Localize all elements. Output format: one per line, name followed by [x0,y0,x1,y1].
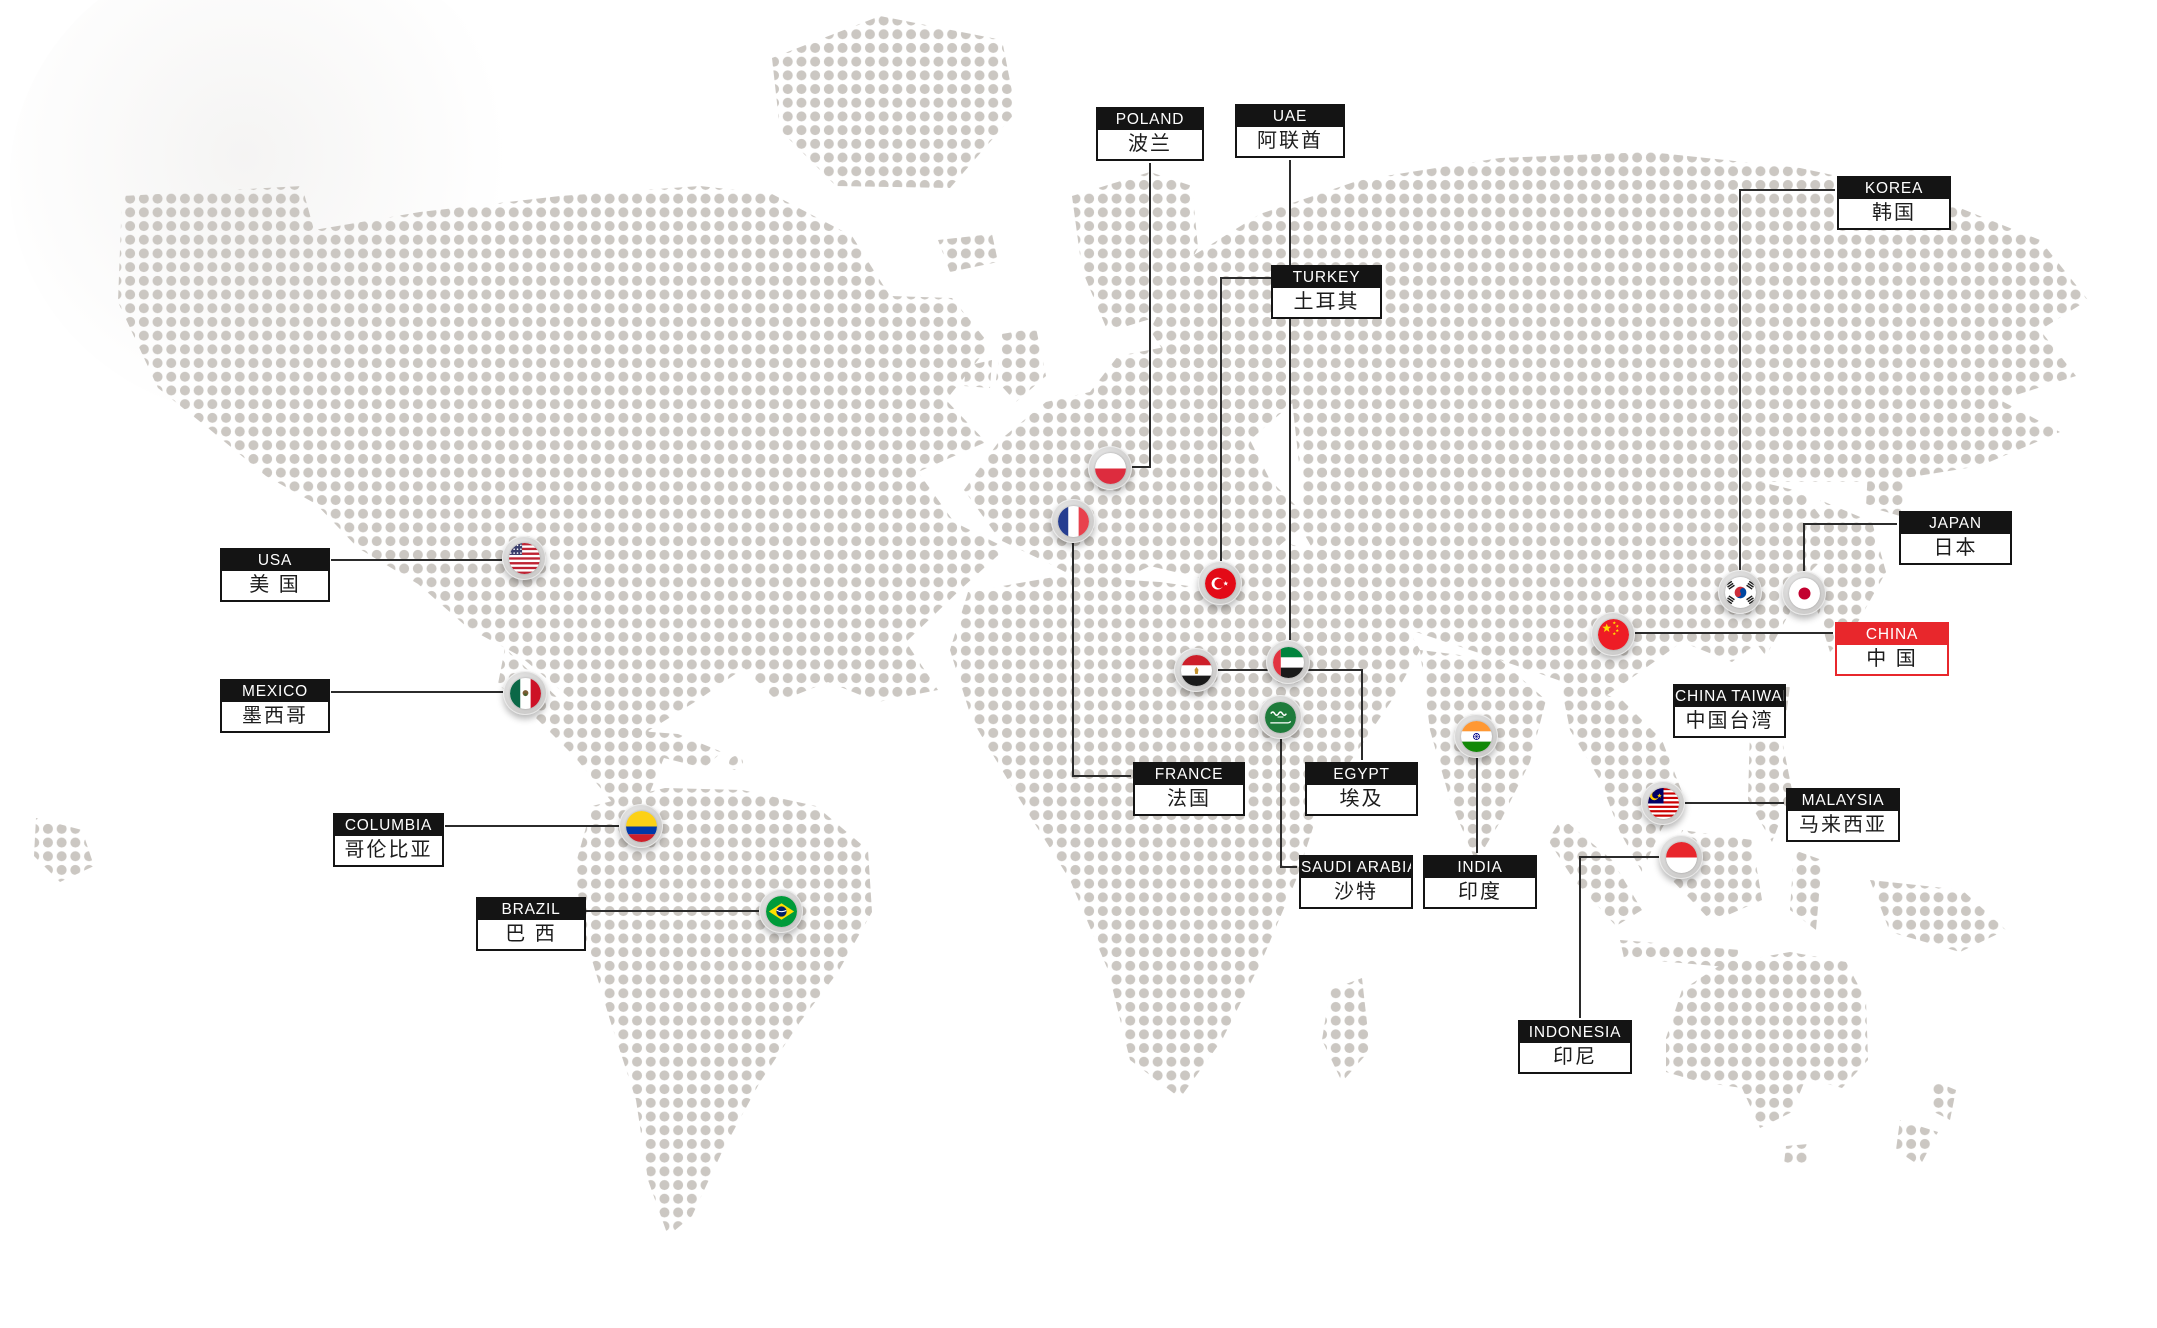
country-label-saudi-arabia: SAUDI ARABIA 沙特 [1299,855,1413,909]
country-name-en: MALAYSIA [1788,790,1898,811]
country-label-columbia: COLUMBIA 哥伦比亚 [333,813,444,867]
us-flag-icon [508,542,540,574]
br-flag-icon [765,895,797,927]
country-label-korea: KOREA 韩国 [1837,176,1951,230]
continents [34,16,2088,1236]
country-name-en: CHINA [1837,624,1947,645]
country-name-zh: 印度 [1458,881,1502,903]
country-name-en: FRANCE [1135,764,1243,785]
pl-flag-icon [1094,452,1126,484]
country-label-turkey: TURKEY 土耳其 [1271,265,1382,319]
flag-pin-indonesia [1659,835,1703,879]
country-name-zh: 阿联酋 [1257,130,1323,152]
connector-line-egypt [1218,669,1363,760]
country-name-en: SAUDI ARABIA [1301,857,1411,878]
country-name-en: INDONESIA [1520,1022,1630,1043]
sa-flag-icon [1264,701,1296,733]
country-name-zh: 波兰 [1128,133,1172,155]
flag-pin-brazil [759,889,803,933]
country-name-zh: 土耳其 [1293,291,1360,313]
my-flag-icon [1647,787,1679,819]
ae-flag-icon [1272,646,1304,678]
country-label-poland: POLAND 波兰 [1096,107,1204,161]
flag-pin-columbia [619,804,663,848]
country-name-zh: 埃及 [1339,788,1384,810]
country-name-en: POLAND [1098,109,1202,130]
country-name-zh: 中国台湾 [1685,710,1774,732]
flag-pin-mexico [503,671,547,715]
country-name-zh: 哥伦比亚 [344,839,433,861]
fr-flag-icon [1057,505,1089,537]
country-label-china-taiwan: CHINA TAIWAN 中国台湾 [1673,684,1786,738]
connector-line-france [1072,543,1131,777]
country-label-brazil: BRAZIL 巴 西 [476,897,586,951]
connector-line-japan [1803,523,1897,571]
flag-pin-china [1591,612,1635,656]
co-flag-icon [625,810,657,842]
jp-flag-icon [1788,577,1820,609]
country-name-zh: 马来西亚 [1799,814,1887,836]
country-label-usa: USA 美 国 [220,548,330,602]
country-label-indonesia: INDONESIA 印尼 [1518,1020,1632,1074]
flag-pin-turkey [1198,561,1242,605]
id-flag-icon [1665,841,1697,873]
country-label-china: CHINA 中 国 [1835,622,1949,676]
country-name-en: MEXICO [222,681,328,702]
country-name-zh: 日本 [1933,537,1978,559]
country-name-zh: 法国 [1167,788,1211,810]
eg-flag-icon [1180,654,1212,686]
flag-pin-korea [1718,570,1762,614]
country-name-en: JAPAN [1901,513,2010,534]
country-name-zh: 巴 西 [505,923,557,945]
country-name-zh: 印尼 [1553,1046,1597,1068]
country-label-japan: JAPAN 日本 [1899,511,2012,565]
kr-flag-icon [1724,576,1756,608]
in-flag-icon [1460,720,1492,752]
connector-line-poland [1132,163,1151,468]
flag-pin-egypt [1174,648,1218,692]
country-label-mexico: MEXICO 墨西哥 [220,679,330,733]
country-name-en: TURKEY [1273,267,1380,288]
country-name-en: BRAZIL [478,899,584,920]
flag-pin-japan [1782,571,1826,615]
connector-line-indonesia [1579,856,1659,1018]
cn-flag-icon [1597,618,1629,650]
country-name-en: EGYPT [1307,764,1416,785]
country-name-zh: 沙特 [1334,881,1378,903]
country-label-india: INDIA 印度 [1423,855,1537,909]
tr-flag-icon [1204,567,1236,599]
country-label-malaysia: MALAYSIA 马来西亚 [1786,788,1900,842]
country-name-zh: 墨西哥 [242,705,308,727]
connector-line-korea [1739,189,1835,570]
country-name-en: CHINA TAIWAN [1675,686,1784,707]
country-name-zh: 中 国 [1866,648,1918,670]
flag-pin-france [1051,499,1095,543]
country-label-france: FRANCE 法国 [1133,762,1245,816]
country-name-en: COLUMBIA [335,815,442,836]
flag-pin-india [1454,714,1498,758]
country-name-zh: 美 国 [249,574,301,596]
flag-pin-usa [502,536,546,580]
country-name-en: USA [222,550,328,571]
country-name-zh: 韩国 [1872,202,1916,224]
flag-pin-poland [1088,446,1132,490]
country-label-egypt: EGYPT 埃及 [1305,762,1418,816]
mx-flag-icon [509,677,541,709]
country-name-en: KOREA [1839,178,1949,199]
connector-line-saudi-arabia [1280,739,1297,868]
country-name-en: INDIA [1425,857,1535,878]
country-name-en: UAE [1237,106,1343,127]
flag-pin-uae [1266,640,1310,684]
flag-pin-malaysia [1641,781,1685,825]
connector-line-turkey [1220,277,1271,561]
country-label-uae: UAE 阿联酋 [1235,104,1345,158]
flag-pin-saudi-arabia [1258,695,1302,739]
